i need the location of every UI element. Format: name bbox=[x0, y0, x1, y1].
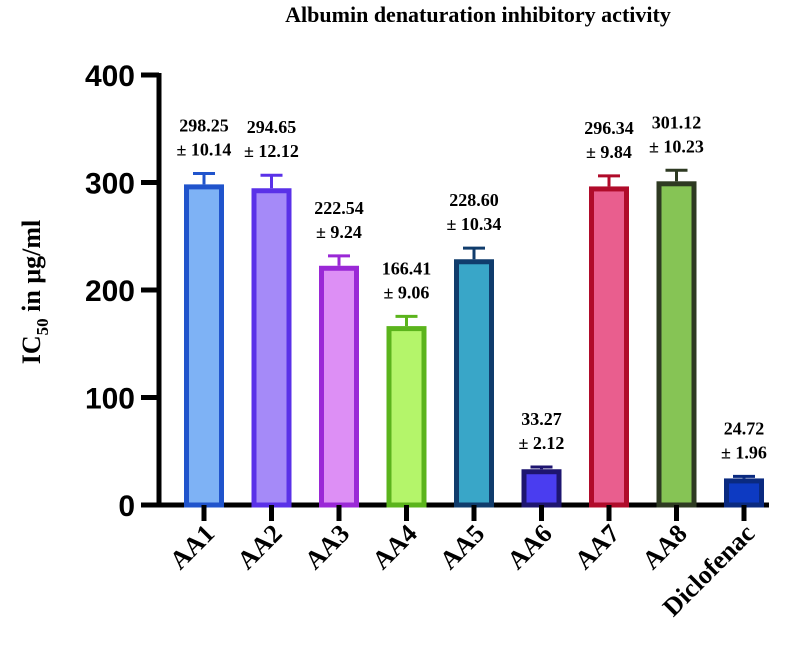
data-label-value: 294.65 bbox=[247, 117, 297, 137]
data-label-error: ± 9.06 bbox=[384, 282, 430, 302]
y-axis-label: IC50 in μg/ml bbox=[17, 220, 52, 364]
data-label-error: ± 2.12 bbox=[519, 433, 565, 453]
y-axis-label-subscript: 50 bbox=[33, 318, 52, 335]
data-label-value: 24.72 bbox=[724, 418, 765, 438]
x-tick-label: AA4 bbox=[366, 519, 422, 575]
y-tick-label: 200 bbox=[85, 275, 135, 308]
data-label-value: 301.12 bbox=[652, 112, 702, 132]
svg-text:IC50 in μg/ml: IC50 in μg/ml bbox=[17, 220, 52, 364]
bar bbox=[319, 265, 359, 508]
bar bbox=[589, 186, 629, 508]
y-tick-label: 100 bbox=[85, 383, 135, 416]
x-tick-label: AA8 bbox=[636, 519, 692, 575]
bar bbox=[724, 478, 764, 508]
x-tick-label: AA2 bbox=[231, 519, 287, 575]
y-tick-label: 0 bbox=[118, 490, 135, 523]
data-label-error: ± 1.96 bbox=[721, 442, 767, 462]
y-tick-label: 300 bbox=[85, 168, 135, 201]
x-tick-label: AA6 bbox=[501, 519, 557, 575]
bar bbox=[656, 181, 697, 508]
data-label-value: 33.27 bbox=[521, 409, 562, 429]
data-label-value: 298.25 bbox=[179, 115, 229, 135]
data-label-value: 228.60 bbox=[449, 190, 499, 210]
y-axis-label-unit: in μg/ml bbox=[17, 220, 46, 319]
y-axis-label-main: IC bbox=[17, 335, 46, 364]
bar bbox=[521, 469, 562, 508]
bar bbox=[184, 184, 224, 508]
bar bbox=[251, 188, 292, 508]
y-tick-label: 400 bbox=[85, 60, 135, 93]
data-label-error: ± 9.24 bbox=[316, 222, 362, 242]
data-label-value: 222.54 bbox=[314, 198, 364, 218]
bar bbox=[386, 326, 427, 508]
plot-area: 0 100 200 300 400 AA1 298.25 ± 10.14 AA2 294.65 ± … bbox=[85, 60, 769, 622]
bar bbox=[454, 259, 494, 508]
data-label-error: ± 12.12 bbox=[244, 141, 299, 161]
data-label-error: ± 9.84 bbox=[586, 142, 632, 162]
x-tick-label: AA3 bbox=[299, 519, 355, 575]
data-label-error: ± 10.14 bbox=[177, 139, 232, 159]
x-tick-label: AA7 bbox=[569, 519, 625, 575]
data-label-error: ± 10.34 bbox=[447, 214, 502, 234]
data-label-error: ± 10.23 bbox=[649, 136, 704, 156]
x-tick-label: AA5 bbox=[434, 519, 490, 575]
data-label-value: 166.41 bbox=[382, 258, 432, 278]
chart-title: Albumin denaturation inhibitory activity bbox=[285, 2, 671, 27]
data-label-value: 296.34 bbox=[584, 118, 634, 138]
x-tick-label: AA1 bbox=[164, 519, 220, 575]
